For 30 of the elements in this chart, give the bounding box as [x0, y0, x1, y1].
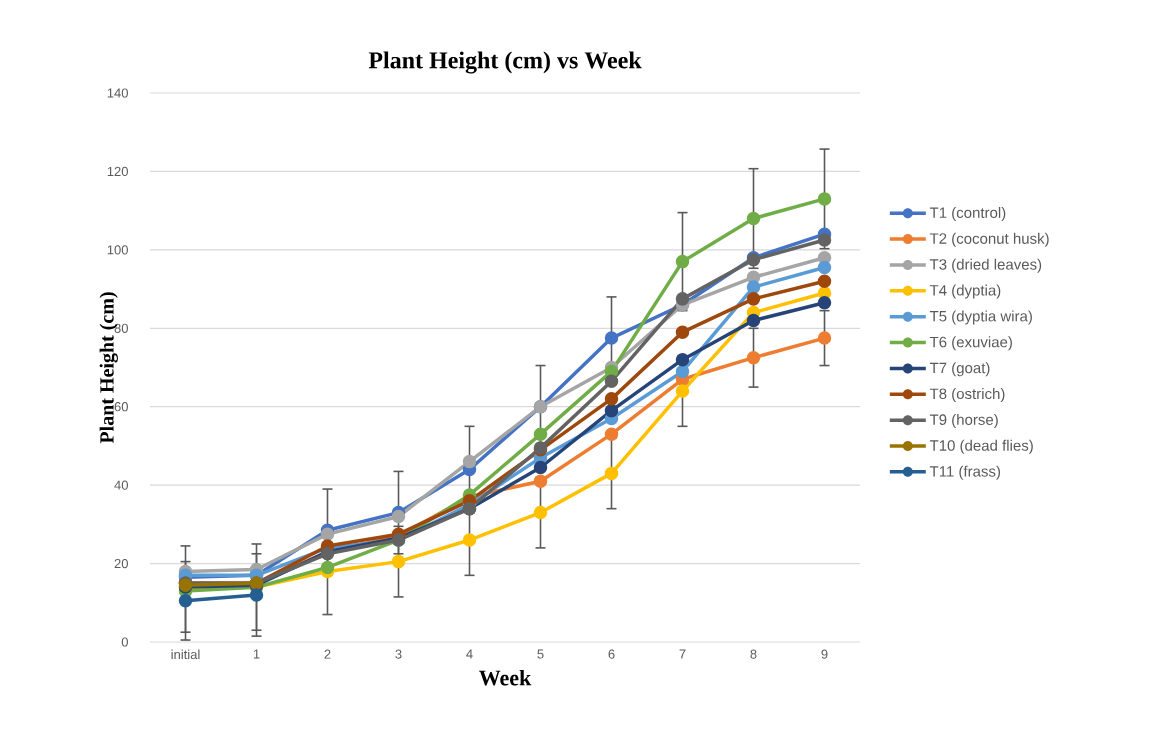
x-tick-label: 3 [395, 649, 402, 659]
x-tick-label: 8 [750, 649, 757, 659]
legend-label: T11 (frass) [929, 465, 1001, 480]
legend-label: T2 (coconut husk) [929, 232, 1049, 247]
x-tick-label: 2 [324, 649, 331, 659]
x-tick-label: 4 [466, 649, 473, 659]
legend-label: T6 (exuviae) [929, 336, 1012, 351]
legend-label: T1 (control) [929, 207, 1006, 221]
x-tick-label: 9 [821, 649, 828, 659]
legend-label: T10 (dead flies) [929, 439, 1033, 454]
legend-label: T8 (ostrich) [929, 388, 1005, 403]
x-tick-label: 1 [253, 649, 260, 659]
x-tick-label: initial [171, 649, 200, 660]
y-tick-label: 60 [114, 402, 128, 412]
legend-label: T3 (dried leaves) [929, 258, 1042, 273]
x-tick-label: 7 [679, 649, 686, 659]
legend-label: T5 (dyptia wira) [929, 310, 1032, 325]
legend-label: T4 (dyptia) [929, 284, 1001, 299]
y-tick-label: 40 [114, 480, 128, 490]
y-tick-label: 140 [107, 88, 128, 98]
x-tick-label: 6 [608, 649, 615, 659]
x-axis-title: Week [479, 669, 532, 686]
y-tick-label: 0 [121, 637, 128, 647]
legend-label: T9 (horse) [929, 413, 998, 428]
chart-title: Plant Height (cm) vs Week [368, 51, 642, 74]
y-tick-label: 100 [107, 245, 128, 255]
y-tick-label: 20 [114, 558, 128, 569]
y-tick-label: 120 [107, 166, 128, 177]
legend-label: T7 (goat) [929, 362, 990, 377]
x-tick-label: 5 [537, 649, 544, 659]
